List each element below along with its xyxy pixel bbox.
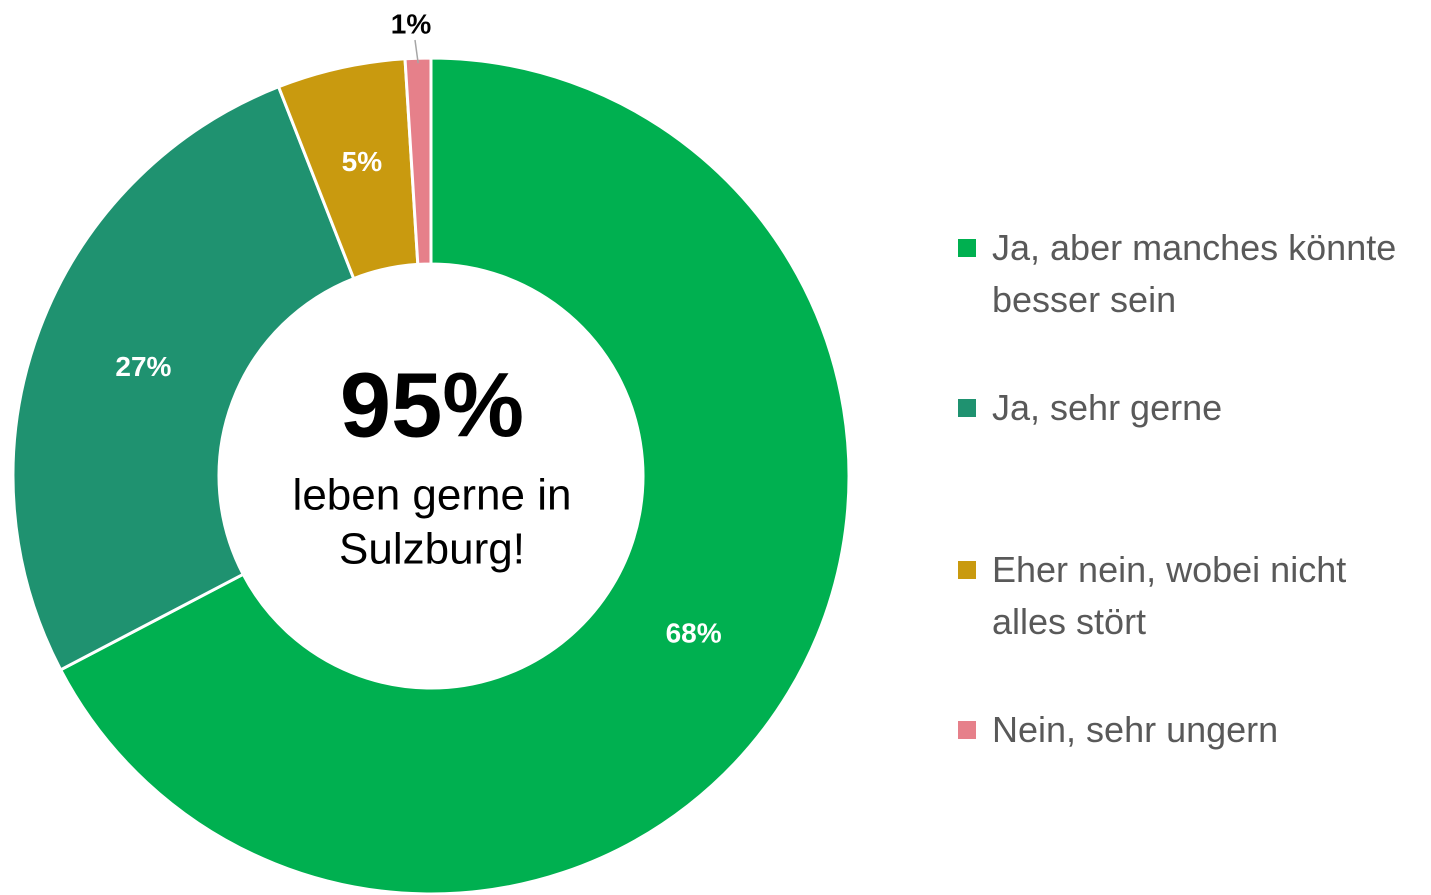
legend-swatch bbox=[958, 239, 976, 257]
legend-item: Eher nein, wobei nicht alles stört bbox=[958, 544, 1428, 648]
data-label: 27% bbox=[115, 351, 171, 382]
legend-swatch bbox=[958, 399, 976, 417]
legend-label: Ja, sehr gerne bbox=[992, 387, 1223, 428]
leader-line bbox=[414, 39, 419, 64]
center-text: leben gerne in bbox=[293, 471, 572, 520]
slice bbox=[403, 56, 433, 267]
legend-swatch bbox=[958, 561, 976, 579]
legend-item: Ja, aber manches könnte besser sein bbox=[958, 222, 1428, 326]
legend-item: Ja, sehr gerne bbox=[958, 382, 1428, 434]
data-label: 5% bbox=[342, 146, 383, 177]
legend-label: Nein, sehr ungern bbox=[992, 709, 1279, 750]
legend-label: Ja, aber manches könnte besser sein bbox=[992, 227, 1397, 320]
legend-label: Eher nein, wobei nicht alles stört bbox=[992, 549, 1347, 642]
slice bbox=[11, 84, 356, 672]
data-label: 1% bbox=[391, 8, 432, 39]
center-text: Sulzburg! bbox=[339, 525, 525, 574]
legend-swatch bbox=[958, 721, 976, 739]
legend-item: Nein, sehr ungern bbox=[958, 704, 1428, 756]
slice bbox=[58, 56, 851, 895]
center-label: 95% bbox=[340, 354, 524, 456]
data-label: 68% bbox=[666, 617, 722, 648]
